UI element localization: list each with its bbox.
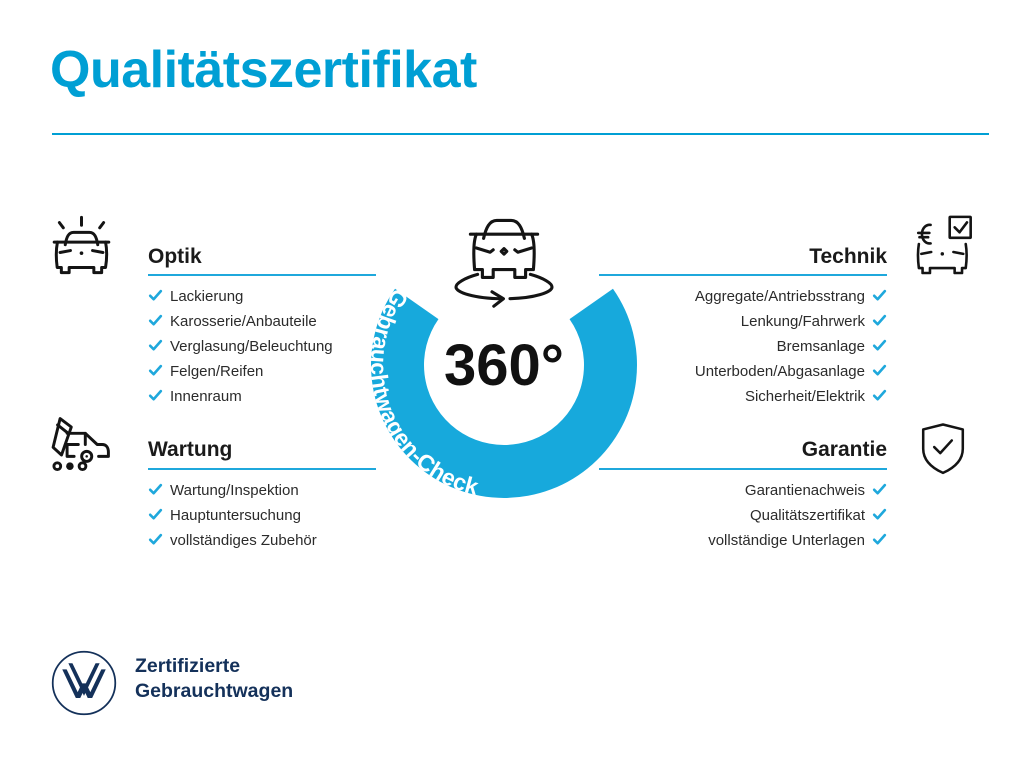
svg-text:360°: 360° xyxy=(444,333,564,398)
